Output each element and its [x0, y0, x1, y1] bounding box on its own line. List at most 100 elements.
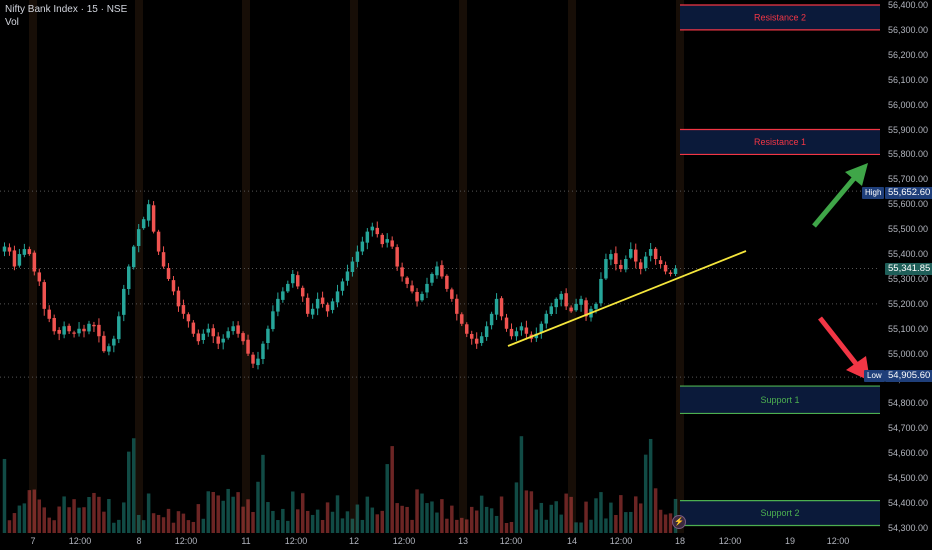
- volume-bar: [340, 518, 345, 533]
- volume-bar: [62, 496, 66, 533]
- candle-body: [236, 325, 240, 334]
- volume-label: Vol: [5, 17, 19, 28]
- candle-body: [559, 293, 563, 300]
- volume-bar: [504, 522, 509, 533]
- volume-bar: [410, 519, 414, 533]
- candle-body: [191, 322, 196, 334]
- volume-bar: [315, 509, 320, 533]
- candle-body: [330, 301, 335, 310]
- candle-body: [663, 265, 668, 272]
- candle-body: [107, 346, 111, 352]
- candle-body: [569, 307, 573, 312]
- candle-body: [22, 249, 27, 255]
- high-tag-label: High: [862, 187, 885, 199]
- x-tick-label: 11: [241, 536, 251, 546]
- volume-bar: [141, 520, 146, 533]
- y-tick-label: 55,300.00: [888, 273, 929, 284]
- candle-body: [231, 326, 235, 332]
- x-tick-label: 12:00: [499, 536, 523, 546]
- candle-body: [509, 328, 514, 337]
- volume-bar: [445, 518, 449, 533]
- volume-bar: [146, 493, 151, 533]
- resistance-2-zone: [680, 4, 880, 30]
- volume-bar: [400, 505, 404, 533]
- volume-bar: [345, 511, 350, 533]
- session-band: [459, 0, 467, 533]
- volume-bar: [156, 514, 161, 533]
- volume-bar: [405, 506, 409, 533]
- candle-body: [37, 272, 42, 282]
- volume-bar: [251, 511, 255, 533]
- volume-bar: [241, 506, 245, 533]
- resistance-1-label: Resistance 1: [754, 137, 806, 147]
- support-2-zone: [680, 500, 880, 526]
- volume-bar: [509, 521, 514, 533]
- candle-body: [151, 205, 156, 232]
- candle-body: [544, 313, 549, 324]
- candle-body: [350, 261, 355, 272]
- volume-bar: [365, 496, 370, 533]
- candle-body: [251, 354, 255, 364]
- x-tick-label: 12:00: [826, 536, 850, 546]
- candle-body: [226, 331, 230, 338]
- candle-body: [176, 290, 181, 307]
- volume-bar: [17, 505, 22, 533]
- volume-bar: [519, 436, 524, 533]
- candle-body: [564, 293, 568, 307]
- candle-body: [579, 298, 583, 305]
- candle-body: [335, 291, 340, 303]
- volume-bar: [27, 490, 32, 533]
- candle-body: [410, 285, 414, 292]
- volume-bar: [246, 499, 250, 533]
- volume-bar: [320, 519, 325, 533]
- volume-bar: [271, 510, 275, 533]
- candle-body: [87, 323, 91, 332]
- lightning-icon[interactable]: ⚡: [672, 515, 686, 529]
- candle-body: [420, 293, 424, 301]
- candle-body: [619, 264, 623, 269]
- candle-body: [171, 280, 176, 292]
- volume-bar: [122, 502, 126, 533]
- x-tick-label: 19: [784, 536, 796, 546]
- x-tick-label: 8: [136, 536, 142, 546]
- candle-body: [325, 304, 330, 312]
- volume-bar: [325, 502, 330, 533]
- candle-body: [524, 327, 529, 334]
- candle-body: [271, 311, 275, 330]
- candle-body: [643, 256, 648, 269]
- x-tick-label: 18: [674, 536, 686, 546]
- candle-body: [136, 229, 141, 246]
- candle-body: [276, 298, 280, 312]
- candle-body: [82, 328, 86, 332]
- candle-body: [599, 278, 603, 304]
- volume-bar: [216, 495, 220, 533]
- volume-bar: [539, 502, 544, 533]
- volume-bar: [599, 492, 603, 533]
- volume-bar: [2, 458, 7, 533]
- y-tick-label: 55,100.00: [888, 323, 929, 334]
- candle-body: [614, 253, 618, 265]
- volume-bar: [196, 504, 201, 533]
- y-tick-label: 55,200.00: [888, 298, 929, 309]
- x-tick-label: 12:00: [174, 536, 198, 546]
- candle-body: [146, 204, 151, 221]
- candle-body: [554, 298, 558, 308]
- candle-body: [315, 298, 320, 309]
- volume-bar: [7, 520, 12, 533]
- volume-bar: [305, 510, 310, 533]
- volume-bar: [584, 501, 588, 533]
- candle-body: [370, 226, 375, 231]
- volume-bar: [77, 507, 81, 533]
- candle-body: [92, 324, 96, 327]
- resistance-2-label: Resistance 2: [754, 12, 806, 22]
- candle-body: [7, 247, 12, 252]
- volume-bar: [544, 519, 549, 533]
- volume-bar: [42, 507, 46, 533]
- candle-body: [425, 283, 429, 293]
- candle-body: [430, 273, 434, 283]
- volume-bar: [569, 496, 573, 533]
- volume-bar: [559, 514, 563, 533]
- volume-bar: [310, 514, 315, 533]
